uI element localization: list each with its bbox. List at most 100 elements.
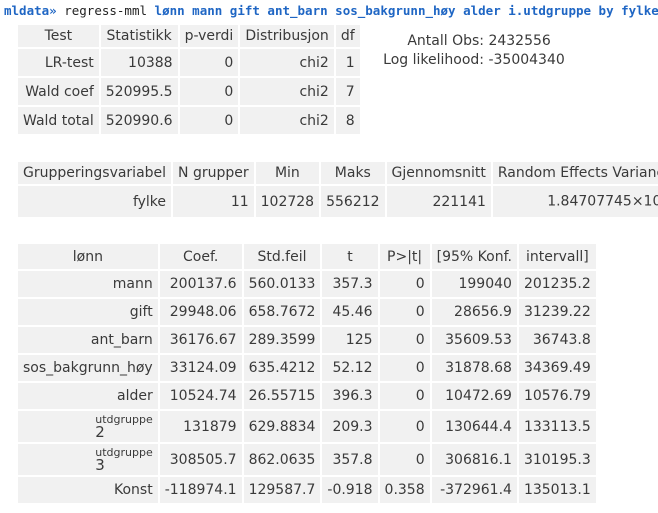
cell: 357.3 [322, 271, 378, 297]
row: sos_bakgrunn_høy 33124.09 635.4212 52.12 0 31… [18, 355, 596, 381]
command: regress-mml [64, 3, 148, 18]
cell: 11 [173, 186, 254, 217]
row: LR-test 10388 0 chi2 1 [18, 49, 360, 76]
cell: 0.358 [379, 477, 430, 503]
cell: 289.3599 [243, 327, 321, 353]
cell: 10472.69 [431, 383, 517, 409]
header-cell: Grupperingsvariabel [18, 162, 172, 184]
cell: 635.4212 [243, 355, 321, 381]
header-row: Grupperingsvariabel N grupper Min Maks Gjenn… [18, 162, 658, 184]
header-row: lønn Coef. Std.feil t P>|t| [95% Konf. interva… [18, 244, 596, 269]
cell: 31878.68 [431, 355, 517, 381]
row: Wald total 520990.6 0 chi2 8 [18, 107, 360, 134]
cell: 0 [379, 444, 430, 475]
header-cell: Statistikk [100, 25, 178, 47]
header-cell: Gjennomsnitt [386, 162, 491, 184]
cell: 26.55715 [243, 383, 321, 409]
cell: 209.3 [322, 411, 378, 442]
row: utdgruppe 2 131879 629.8834 209.3 0 130644.4 13… [18, 411, 596, 442]
row-label: alder [18, 383, 158, 409]
cell: 308505.7 [159, 444, 242, 475]
factor-level: 2 [95, 422, 105, 441]
cell: 130644.4 [431, 411, 517, 442]
cell: 201235.2 [518, 271, 596, 297]
cell: 36743.8 [518, 327, 596, 353]
stat: Antall Obs: 2432556 [380, 33, 565, 52]
factor-label: utdgruppe 3 [95, 447, 152, 473]
cell: 1 [335, 49, 360, 76]
cell: chi2 [240, 78, 334, 105]
cell: 0 [379, 299, 430, 325]
header-cell: intervall] [518, 244, 596, 269]
stat-value: 2432556 [488, 33, 551, 49]
row-label: Konst [18, 477, 158, 503]
cell: 102728 [255, 186, 320, 217]
group-table: Grupperingsvariabel N grupper Min Maks Gjenn… [16, 160, 658, 219]
row: mann 200137.6 560.0133 357.3 0 199040 201235.2 [18, 271, 596, 297]
row: alder 10524.74 26.55715 396.3 0 10472.69 10576… [18, 383, 596, 409]
row: ant_barn 36176.67 289.3599 125 0 35609.53 3674… [18, 327, 596, 353]
cell: 556212 [321, 186, 385, 217]
cell: chi2 [240, 49, 334, 76]
row: gift 29948.06 658.7672 45.46 0 28656.9 31239.2… [18, 299, 596, 325]
factor-name: utdgruppe [95, 445, 153, 459]
cell: 131879 [159, 411, 242, 442]
header-cell: [95% Konf. [431, 244, 517, 269]
cell: 0 [379, 355, 430, 381]
header-cell: Random Effects Variance [492, 162, 658, 184]
cell: 560.0133 [243, 271, 321, 297]
cell: utdgruppe 3 [18, 444, 158, 475]
factor-level: 3 [95, 455, 105, 474]
cell: 357.8 [322, 444, 378, 475]
header-cell: df [335, 25, 360, 47]
cell: 658.7672 [243, 299, 321, 325]
row-label: LR-test [18, 49, 99, 76]
factor-name: utdgruppe [95, 412, 153, 426]
cell: 0 [379, 383, 430, 409]
cell: 0 [379, 327, 430, 353]
row: utdgruppe 3 308505.7 862.0635 357.8 0 306816.1… [18, 444, 596, 475]
header-cell: Distribusjon [240, 25, 334, 47]
prompt: mldata» [4, 3, 57, 18]
header-cell: Test [18, 25, 99, 47]
stat-value: -35004340 [488, 52, 565, 68]
header-cell: p-verdi [179, 25, 239, 47]
cell: -0.918 [322, 477, 378, 503]
row: Wald coef 520995.5 0 chi2 7 [18, 78, 360, 105]
row: Konst -118974.1 129587.7 -0.918 0.358 -372961… [18, 477, 596, 503]
cell: 135013.1 [518, 477, 596, 503]
row-label: Wald total [18, 107, 99, 134]
cell: 7 [335, 78, 360, 105]
cell: 629.8834 [243, 411, 321, 442]
cell: 396.3 [322, 383, 378, 409]
cell: 199040 [431, 271, 517, 297]
header-cell: Min [255, 162, 320, 184]
cell: utdgruppe 2 [18, 411, 158, 442]
header-cell: P>|t| [379, 244, 430, 269]
header-cell: t [322, 244, 378, 269]
cell: 52.12 [322, 355, 378, 381]
header-cell: Coef. [159, 244, 242, 269]
cell: 310195.3 [518, 444, 596, 475]
row-label: fylke [18, 186, 172, 217]
cell: 129587.7 [243, 477, 321, 503]
header-cell: lønn [18, 244, 158, 269]
row-label: mann [18, 271, 158, 297]
stats: Antall Obs: 2432556 Log likelihood: -3500… [380, 33, 565, 71]
cell: 0 [179, 78, 239, 105]
stat: Log likelihood: -35004340 [380, 52, 565, 71]
cell: 33124.09 [159, 355, 242, 381]
command-line: mldata» regress-mml lønn mann gift ant_b… [4, 3, 658, 18]
cell: 35609.53 [431, 327, 517, 353]
cell: 133113.5 [518, 411, 596, 442]
cell: 520990.6 [100, 107, 178, 134]
cell: 10576.79 [518, 383, 596, 409]
cell: -372961.4 [431, 477, 517, 503]
cell: 34369.49 [518, 355, 596, 381]
cell: 0 [179, 107, 239, 134]
cell: 221141 [386, 186, 491, 217]
cell: chi2 [240, 107, 334, 134]
stat-label: Log likelihood: [383, 52, 484, 68]
